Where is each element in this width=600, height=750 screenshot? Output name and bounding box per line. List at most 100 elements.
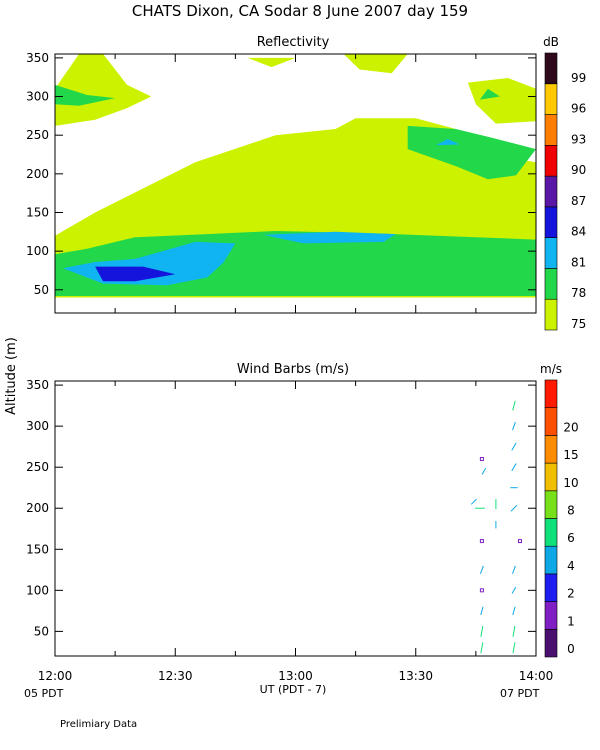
- contour-region-81db: [263, 231, 396, 244]
- wind-barb: [470, 498, 477, 505]
- wind-barb: [480, 625, 484, 637]
- wind-x-tick-label: 13:30: [398, 669, 433, 683]
- wind-colorbar-label: 1: [567, 614, 575, 628]
- wind-colorbar-swatch: [544, 545, 558, 575]
- wind-y-tick-label: 300: [26, 419, 49, 433]
- wind-barb: [512, 400, 516, 411]
- wind-colorbar-swatch: [544, 407, 558, 436]
- wind-unit: m/s: [540, 362, 562, 376]
- wind-y-tick-label: 150: [26, 542, 49, 556]
- contour-region-78db: [407, 125, 536, 180]
- refl-y-tick-label: 250: [26, 128, 49, 142]
- contour-region-84db: [95, 266, 176, 282]
- reflectivity-title: Reflectivity: [257, 35, 330, 50]
- wind-y-tick-label: 250: [26, 460, 49, 474]
- refl-colorbar-swatch: [544, 175, 558, 208]
- wind-x-tick-label: 13:00: [278, 669, 313, 683]
- wind-barb: [511, 586, 517, 594]
- refl-colorbar-label: 87: [571, 194, 586, 208]
- wind-barb: [510, 504, 518, 512]
- wind-axes: 50 100 150 200 250 300 350 12:00 12:30 13:00 13:30…: [26, 378, 553, 683]
- wind-barb: [480, 642, 484, 654]
- wind-panel: 50 100 150 200 250 300 350 12:00 12:30 13:00 13:30…: [26, 378, 553, 683]
- y-axis-label: Altitude (m): [4, 337, 19, 415]
- refl-colorbar-label: 93: [571, 132, 586, 146]
- refl-y-tick-label: 300: [26, 90, 49, 104]
- wind-colorbar-label: 15: [563, 448, 578, 462]
- reflectivity-unit: dB: [543, 35, 559, 49]
- wind-barb-calm: [479, 588, 484, 593]
- refl-colorbar-swatch: [544, 114, 558, 146]
- wind-y-tick-label: 200: [26, 501, 49, 515]
- wind-barb: [512, 606, 516, 616]
- refl-y-tick-label: 50: [34, 283, 49, 297]
- refl-colorbar-label: 78: [571, 286, 586, 300]
- contour-region-75db: [467, 78, 536, 124]
- wind-colorbar-label: 10: [563, 476, 578, 490]
- contour-region-75db: [55, 54, 152, 126]
- wind-barb: [481, 467, 487, 475]
- wind-barb: [512, 421, 516, 431]
- wind-colorbar: 0 1 2 4 6 8 10 15 20: [544, 379, 579, 658]
- refl-colorbar-swatch: [544, 206, 558, 238]
- refl-colorbar-swatch: [544, 237, 558, 269]
- wind-barb-calm: [479, 456, 484, 461]
- refl-colorbar-swatch: [544, 298, 558, 331]
- wind-colorbar-label: 8: [567, 504, 575, 518]
- wind-barbs: [470, 400, 522, 654]
- wind-colorbar-label: 2: [567, 587, 575, 601]
- right-local-time: 07 PDT: [500, 687, 540, 700]
- reflectivity-contours: [55, 54, 536, 298]
- refl-y-tick-label: 150: [26, 205, 49, 219]
- contour-region-78db: [479, 88, 500, 100]
- refl-colorbar-swatch: [544, 83, 558, 115]
- reflectivity-colorbar: 75 78 81 84 87 90 93 96 99: [544, 52, 586, 331]
- refl-colorbar-swatch: [544, 52, 558, 85]
- refl-colorbar-label: 84: [571, 225, 586, 239]
- refl-colorbar-label: 99: [571, 71, 586, 85]
- x-axis-label: UT (PDT - 7): [260, 683, 327, 696]
- refl-colorbar-label: 90: [571, 163, 586, 177]
- wind-barb: [511, 463, 517, 472]
- contour-region-75db: [343, 54, 408, 74]
- left-local-time: 05 PDT: [24, 687, 64, 700]
- wind-barb: [480, 606, 484, 616]
- wind-frame: [54, 380, 537, 657]
- wind-colorbar-swatch: [544, 573, 558, 602]
- reflectivity-panel: 50 100 150 200 250 300 350: [26, 51, 537, 314]
- refl-colorbar-swatch: [544, 145, 558, 177]
- wind-colorbar-label: 20: [563, 420, 578, 434]
- refl-y-tick-label: 350: [26, 51, 49, 65]
- wind-colorbar-label: 6: [567, 531, 575, 545]
- refl-colorbar-label: 81: [571, 255, 586, 269]
- wind-colorbar-swatch: [544, 628, 558, 658]
- wind-colorbar-swatch: [544, 490, 558, 519]
- refl-colorbar-swatch: [544, 268, 558, 300]
- footer-note: Prelimiary Data: [60, 719, 137, 730]
- wind-barb: [479, 565, 484, 574]
- reflectivity-axes: 50 100 150 200 250 300 350: [26, 51, 537, 313]
- wind-x-tick-label: 12:30: [158, 669, 193, 683]
- contour-region-78db: [55, 84, 116, 106]
- wind-y-tick-label: 100: [26, 583, 49, 597]
- wind-barb: [512, 565, 516, 574]
- wind-x-tick-label: 12:00: [38, 669, 73, 683]
- wind-colorbar-swatch: [544, 601, 558, 630]
- refl-y-tick-label: 200: [26, 167, 49, 181]
- refl-y-tick-label: 100: [26, 244, 49, 258]
- wind-barb: [511, 442, 517, 451]
- wind-barb-calm: [479, 539, 484, 544]
- wind-colorbar-swatch: [544, 435, 558, 464]
- wind-y-tick-label: 350: [26, 378, 49, 392]
- contour-region-81db: [435, 139, 460, 146]
- wind-colorbar-label: 0: [567, 642, 575, 656]
- wind-title: Wind Barbs (m/s): [237, 362, 349, 377]
- wind-y-tick-label: 50: [34, 624, 49, 638]
- wind-barb: [512, 642, 516, 654]
- figure-title: CHATS Dixon, CA Sodar 8 June 2007 day 15…: [132, 2, 468, 20]
- wind-barb: [512, 625, 516, 637]
- wind-colorbar-swatch: [544, 518, 558, 547]
- wind-x-tick-label: 14:00: [519, 669, 554, 683]
- wind-colorbar-swatch: [544, 379, 558, 409]
